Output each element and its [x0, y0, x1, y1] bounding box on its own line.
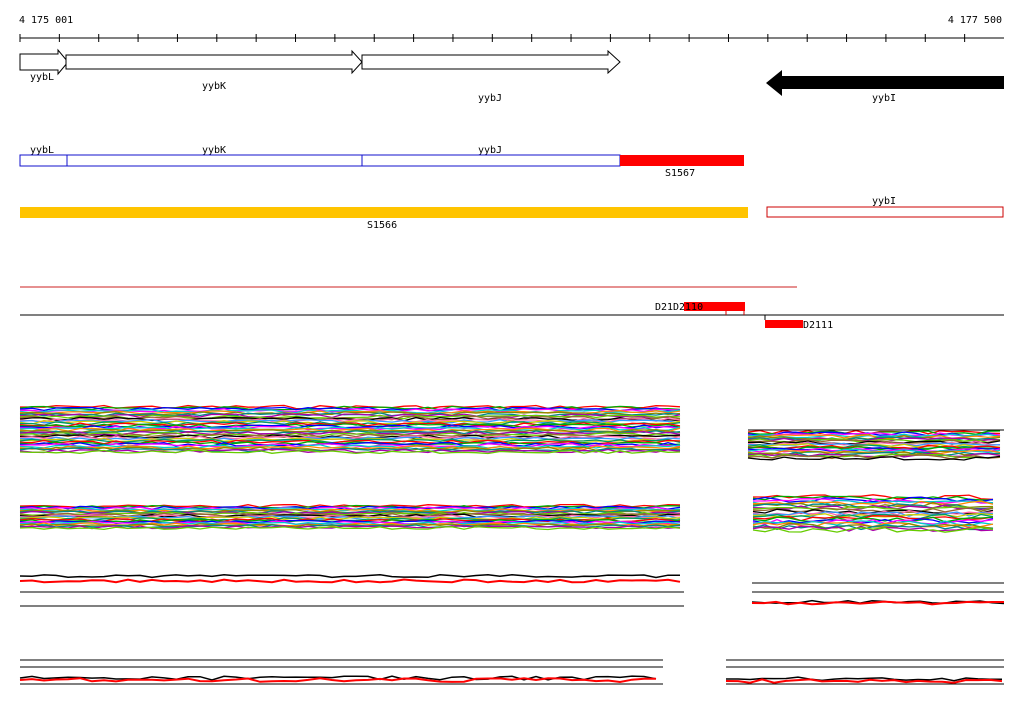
expression-profile-line	[19, 677, 656, 684]
expression-profile-line	[19, 448, 681, 454]
probe-d2111-label: D2111	[803, 320, 833, 331]
segment-s1567-label: S1567	[665, 168, 695, 179]
expression-profile-line	[752, 525, 994, 532]
expression-profile-line	[19, 433, 681, 438]
segment-s1566-label: S1566	[367, 220, 397, 231]
ruler-start-label: 4 175 001	[19, 15, 73, 26]
expression-profile-line	[19, 409, 681, 414]
segment-s1567-bar[interactable]	[620, 155, 744, 166]
segment-yybi-label: yybI	[872, 196, 896, 207]
expression-profile-line	[752, 526, 994, 533]
operon-yybj-box[interactable]	[361, 154, 621, 167]
expression-profile-line	[752, 516, 994, 523]
segment-track: S1566 yybI	[20, 196, 1004, 231]
expression-profile-line	[19, 432, 681, 437]
expression-profile-line	[747, 437, 1001, 442]
gene-yybi-arrow[interactable]: yybI	[766, 70, 1004, 104]
operon-yybk-box[interactable]	[66, 154, 363, 167]
operon-yybj-label: yybJ	[478, 145, 502, 156]
expression-profile-line	[747, 443, 1001, 448]
expression-profile-line	[19, 578, 681, 584]
gene-yybi-label: yybI	[872, 93, 896, 104]
expression-profile-line	[752, 520, 994, 527]
expression-profile-line	[19, 447, 681, 453]
expression-profile-line	[19, 436, 681, 442]
coordinate-ruler: 4 175 001 4 177 500	[19, 15, 1004, 42]
segment-s1566-bar[interactable]	[20, 207, 748, 218]
expression-profile-line	[19, 523, 681, 528]
expression-profile-line	[751, 600, 1004, 606]
expression-profile-line	[747, 449, 1001, 455]
expression-profile-line	[19, 413, 681, 419]
expression-profile-line	[726, 676, 1003, 682]
expression-tracks	[19, 404, 1005, 685]
expression-profile-line	[752, 513, 994, 520]
operon-yybl-label: yybL	[30, 145, 54, 156]
gene-yybj-arrow[interactable]: yybJ	[361, 49, 621, 104]
expression-profile-line	[753, 498, 994, 504]
expression-profile-line	[747, 436, 1001, 442]
expression-profile-line	[752, 524, 994, 531]
expression-profile-line	[19, 519, 681, 524]
gene-yybi-outline-box[interactable]	[766, 206, 1004, 218]
expression-profile-line	[752, 515, 994, 522]
ruler-end-label: 4 177 500	[948, 15, 1002, 26]
gene-yybj-label: yybJ	[478, 93, 502, 104]
expression-profile-line	[19, 405, 681, 411]
expression-profile-line	[747, 455, 1001, 461]
operon-track: yybL yybK yybJ S1567	[19, 145, 744, 179]
expression-profile-line	[19, 416, 681, 422]
expression-profile-line	[752, 496, 994, 503]
operon-yybl-box[interactable]	[19, 154, 68, 167]
probe-d2110-bar[interactable]	[684, 302, 745, 311]
expression-profile-line	[19, 449, 681, 455]
gene-yybl-arrow[interactable]: yybL	[19, 48, 69, 83]
expression-profile-line	[19, 423, 681, 428]
gene-yybk-label: yybK	[202, 81, 226, 92]
expression-profile-line	[19, 573, 680, 579]
probe-d2111-bar[interactable]	[765, 320, 803, 328]
ruler-ticks	[19, 34, 966, 42]
expression-profile-line	[19, 520, 681, 525]
expression-profile-line	[752, 511, 994, 518]
probe-d21-prefix-label: D21	[655, 302, 673, 313]
expression-profile-line	[19, 506, 681, 511]
gene-yybl-label: yybL	[30, 72, 54, 83]
expression-profile-line	[19, 415, 681, 421]
expression-profile-line	[19, 504, 681, 509]
expression-profile-line	[747, 454, 1001, 460]
probe-track: D21 D2110 D2111	[20, 286, 1004, 331]
operon-yybk-label: yybK	[202, 145, 226, 156]
expression-profile-line	[19, 430, 681, 436]
expression-profile-line	[19, 516, 681, 521]
gene-yybk-arrow[interactable]: yybK	[65, 49, 363, 92]
probe-d2110-label: D2110	[673, 302, 703, 313]
expression-profile-line	[19, 419, 681, 425]
expression-profile-line	[725, 678, 1003, 684]
expression-profile-line	[19, 675, 657, 681]
gene-track: yybL yybK yybJ yybI	[19, 48, 1004, 104]
expression-profile-line	[19, 525, 681, 531]
expression-profile-line	[752, 506, 994, 512]
